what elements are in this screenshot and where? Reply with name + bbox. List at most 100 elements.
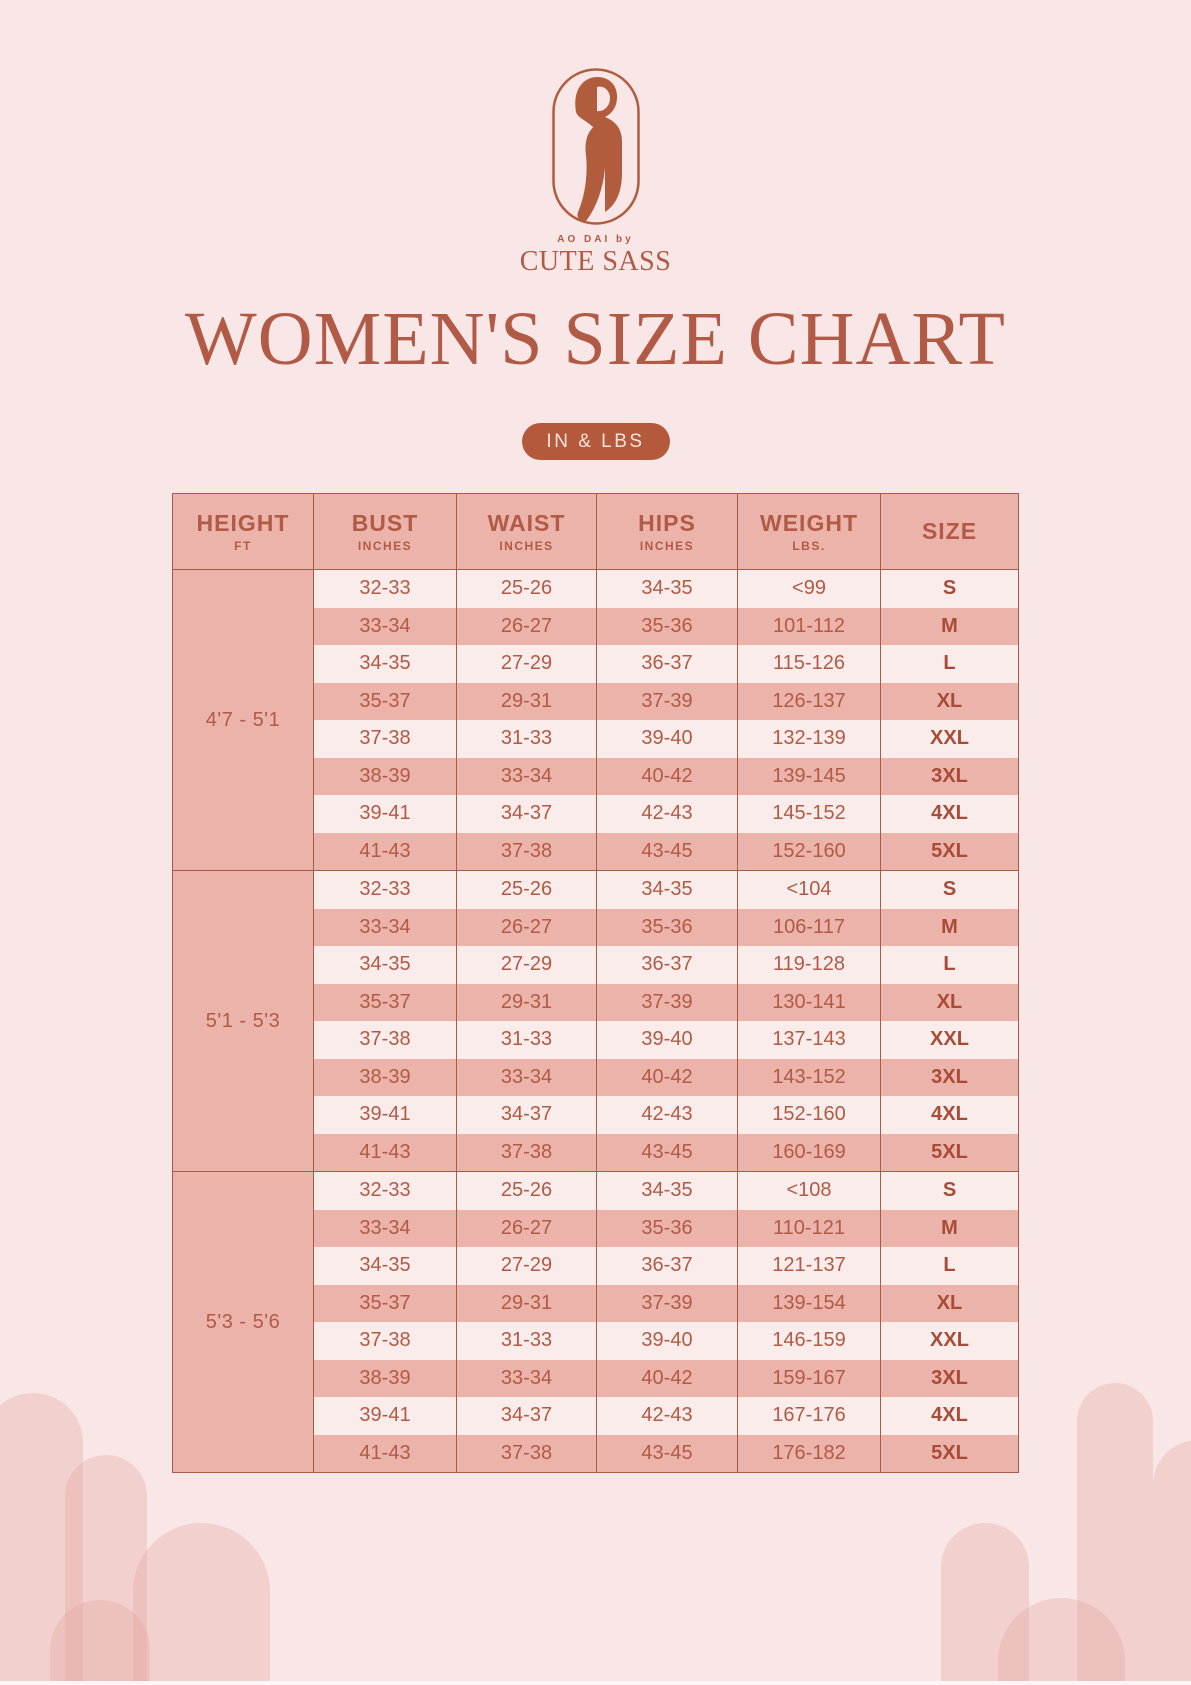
hips-cell: 39-40 (596, 720, 738, 758)
table-row: 33-34 26-27 35-36 106-117 M (173, 908, 1019, 946)
column-subtitle: INCHES (499, 538, 554, 553)
hips-cell: 35-36 (596, 1209, 738, 1247)
hips-cell: 40-42 (596, 757, 738, 795)
waist-cell: 34-37 (456, 795, 597, 833)
bust-cell: 39-41 (313, 1397, 457, 1435)
size-cell: 4XL (880, 795, 1019, 833)
waist-cell: 31-33 (456, 720, 597, 758)
size-cell: S (880, 569, 1019, 608)
bust-cell: 33-34 (313, 607, 457, 645)
table-row: 39-41 34-37 42-43 145-152 4XL (173, 795, 1019, 833)
table-row: 38-39 33-34 40-42 143-152 3XL (173, 1058, 1019, 1096)
table-row: 38-39 33-34 40-42 139-145 3XL (173, 757, 1019, 795)
size-cell: M (880, 1209, 1019, 1247)
column-header-size: SIZE (880, 493, 1019, 570)
size-cell: 4XL (880, 1096, 1019, 1134)
size-cell: S (880, 870, 1019, 909)
size-cell: 3XL (880, 1359, 1019, 1397)
table-row: 4'7 - 5'1 32-33 25-26 34-35 <99 S (172, 569, 1019, 871)
bust-cell: 32-33 (313, 569, 457, 608)
decorative-arch (0, 1393, 83, 1681)
column-label: SIZE (921, 517, 978, 544)
weight-cell: 115-126 (737, 645, 881, 683)
table-row: 37-38 31-33 39-40 146-159 XXL (173, 1322, 1019, 1360)
waist-cell: 25-26 (456, 870, 597, 909)
decorative-arch (1153, 1440, 1191, 1681)
bottom-edge-strip (0, 1681, 1191, 1685)
hips-cell: 40-42 (596, 1359, 738, 1397)
column-label: WAIST (487, 510, 566, 537)
decorative-arch (50, 1600, 150, 1681)
size-cell: 4XL (880, 1397, 1019, 1435)
column-header-waist: WAIST INCHES (456, 493, 597, 570)
bust-cell: 37-38 (313, 1322, 457, 1360)
hips-cell: 42-43 (596, 795, 738, 833)
bust-cell: 38-39 (313, 1058, 457, 1096)
waist-cell: 27-29 (456, 1247, 597, 1285)
weight-cell: 152-160 (737, 832, 881, 871)
hips-cell: 34-35 (596, 1171, 738, 1210)
weight-cell: 137-143 (737, 1021, 881, 1059)
bust-cell: 39-41 (313, 1096, 457, 1134)
size-cell: XXL (880, 720, 1019, 758)
size-cell: L (880, 645, 1019, 683)
weight-cell: 160-169 (737, 1133, 881, 1172)
column-label: HIPS (638, 510, 696, 537)
decorative-arch (133, 1523, 270, 1681)
weight-cell: 132-139 (737, 720, 881, 758)
bust-cell: 33-34 (313, 1209, 457, 1247)
weight-cell: 152-160 (737, 1096, 881, 1134)
table-row: 34-35 27-29 36-37 119-128 L (173, 946, 1019, 984)
brand-tagline: AO DAI by (557, 234, 634, 245)
table-row: 39-41 34-37 42-43 152-160 4XL (173, 1096, 1019, 1134)
hips-cell: 36-37 (596, 946, 738, 984)
weight-cell: 119-128 (737, 946, 881, 984)
column-subtitle: INCHES (357, 538, 413, 553)
size-cell: S (880, 1171, 1019, 1210)
size-cell: 3XL (880, 1058, 1019, 1096)
hips-cell: 42-43 (596, 1096, 738, 1134)
weight-cell: 139-145 (737, 757, 881, 795)
bust-cell: 41-43 (313, 1434, 457, 1473)
bust-cell: 39-41 (313, 795, 457, 833)
bust-cell: 38-39 (313, 1359, 457, 1397)
hips-cell: 37-39 (596, 983, 738, 1021)
column-subtitle: FT (234, 538, 252, 553)
waist-cell: 33-34 (456, 1359, 597, 1397)
waist-cell: 29-31 (456, 983, 597, 1021)
hips-cell: 35-36 (596, 908, 738, 946)
bust-cell: 35-37 (313, 682, 457, 720)
waist-cell: 25-26 (456, 569, 597, 608)
bust-cell: 37-38 (313, 720, 457, 758)
weight-cell: 143-152 (737, 1058, 881, 1096)
weight-cell: 101-112 (737, 607, 881, 645)
waist-cell: 34-37 (456, 1397, 597, 1435)
table-row: 39-41 34-37 42-43 167-176 4XL (173, 1397, 1019, 1435)
logo-oval-outline (551, 68, 640, 225)
column-subtitle: INCHES (639, 538, 695, 553)
bust-cell: 41-43 (313, 832, 457, 871)
column-label: WEIGHT (760, 510, 858, 537)
bust-cell: 35-37 (313, 983, 457, 1021)
hips-cell: 34-35 (596, 569, 738, 608)
weight-cell: <99 (737, 569, 881, 608)
brand-name: CUTE SASS (519, 246, 672, 277)
bust-cell: 33-34 (313, 908, 457, 946)
table-row: 35-37 29-31 37-39 139-154 XL (173, 1284, 1019, 1322)
column-header-height: HEIGHT FT (172, 493, 314, 570)
size-cell: 5XL (880, 1133, 1019, 1172)
hips-cell: 39-40 (596, 1322, 738, 1360)
bust-cell: 38-39 (313, 757, 457, 795)
weight-cell: 146-159 (737, 1322, 881, 1360)
size-cell: XL (880, 682, 1019, 720)
hips-cell: 43-45 (596, 1434, 738, 1473)
table-row: 37-38 31-33 39-40 137-143 XXL (173, 1021, 1019, 1059)
waist-cell: 33-34 (456, 1058, 597, 1096)
weight-cell: <104 (737, 870, 881, 909)
column-header-hips: HIPS INCHES (596, 493, 738, 570)
table-row: 5'3 - 5'6 32-33 25-26 34-35 <108 S (172, 1171, 1019, 1473)
hips-cell: 42-43 (596, 1397, 738, 1435)
table-row: 38-39 33-34 40-42 159-167 3XL (173, 1359, 1019, 1397)
units-badge: IN & LBS (521, 423, 670, 460)
